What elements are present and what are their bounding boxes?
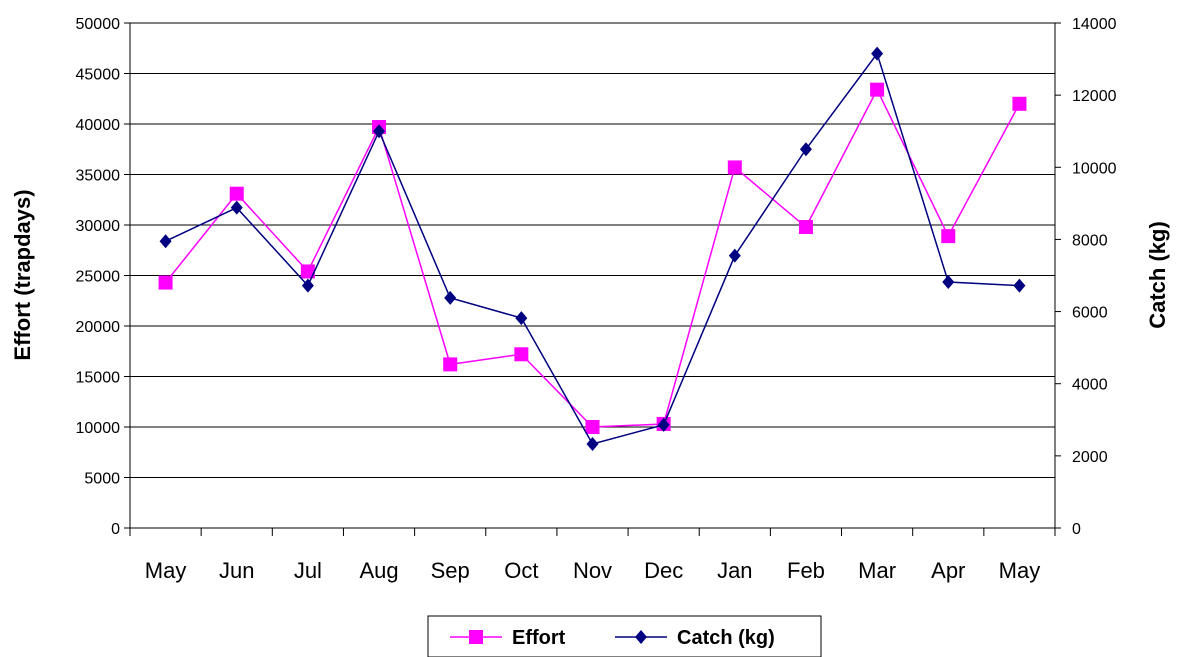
data-point [514, 347, 529, 362]
series-1 [158, 82, 1027, 434]
gridlines [130, 22, 1055, 478]
data-point [230, 200, 243, 215]
data-point [1012, 96, 1027, 111]
x-tick-label: Feb [787, 558, 825, 583]
data-point [373, 124, 386, 139]
left-axis-ticks: 0 5000 10000 15000 20000 25000 30000 35000 40000… [76, 16, 130, 538]
right-tick-label: 4000 [1072, 377, 1108, 394]
x-tick-label: Mar [858, 558, 896, 583]
x-axis-ticks: May Jun Jul Aug Sep Oct Nov Dec Jan Feb Mar Apr May [129, 528, 1056, 583]
left-axis-title: Effort (trapdays) [10, 189, 35, 360]
data-point [728, 248, 741, 263]
right-tick-label: 10000 [1072, 160, 1117, 177]
x-tick-label: Jun [219, 558, 254, 583]
left-tick-label: 35000 [76, 168, 121, 185]
left-tick-label: 5000 [84, 471, 120, 488]
data-point [300, 264, 315, 279]
x-tick-label: Jul [294, 558, 322, 583]
data-point [799, 142, 812, 157]
data-point [229, 186, 244, 201]
data-point [1013, 278, 1026, 293]
right-tick-label: 0 [1072, 521, 1081, 538]
data-point [515, 311, 528, 326]
left-tick-label: 25000 [76, 269, 121, 286]
data-point [159, 234, 172, 249]
legend-label: Catch (kg) [677, 627, 775, 649]
right-tick-label: 12000 [1072, 88, 1117, 105]
right-tick-label: 14000 [1072, 16, 1117, 33]
x-tick-label: Nov [573, 558, 612, 583]
x-tick-label: Apr [931, 558, 965, 583]
right-tick-label: 2000 [1072, 449, 1108, 466]
left-tick-label: 30000 [76, 218, 121, 235]
data-point [942, 274, 955, 289]
series-2 [159, 46, 1026, 451]
legend-marker [469, 630, 483, 644]
right-axis-ticks: 0 2000 4000 6000 8000 10000 12000 14000 [1055, 16, 1117, 538]
x-tick-label: Aug [359, 558, 398, 583]
data-point [158, 275, 173, 290]
legend-marker [635, 630, 647, 644]
left-tick-label: 15000 [76, 370, 121, 387]
right-tick-label: 6000 [1072, 305, 1108, 322]
left-tick-label: 20000 [76, 319, 121, 336]
x-tick-label: Dec [644, 558, 683, 583]
x-tick-label: Jan [717, 558, 752, 583]
series-layer [158, 46, 1027, 451]
data-point [941, 229, 956, 244]
legend: Effort Catch (kg) [427, 615, 822, 657]
data-point [657, 417, 670, 432]
legend-item: Catch (kg) [615, 627, 775, 649]
data-point [585, 420, 600, 434]
x-tick-label: Sep [431, 558, 470, 583]
series-line [165, 52, 1020, 445]
left-tick-label: 0 [111, 521, 120, 538]
x-tick-label: May [145, 558, 187, 583]
data-point [444, 290, 457, 305]
legend-label: Effort [512, 627, 566, 649]
data-point [727, 160, 742, 175]
right-tick-label: 8000 [1072, 232, 1108, 249]
legend-item: Effort [450, 627, 566, 649]
left-tick-label: 10000 [76, 420, 121, 437]
left-tick-label: 40000 [76, 117, 121, 134]
data-point [798, 220, 813, 235]
left-tick-label: 50000 [76, 16, 121, 33]
x-tick-label: May [999, 558, 1041, 583]
data-point [586, 436, 599, 451]
data-point [870, 82, 885, 97]
left-tick-label: 45000 [76, 67, 121, 84]
right-axis-title: Catch (kg) [1145, 221, 1170, 329]
x-tick-label: Oct [504, 558, 538, 583]
data-point [871, 46, 884, 61]
data-point [443, 357, 458, 372]
data-point [301, 278, 314, 293]
